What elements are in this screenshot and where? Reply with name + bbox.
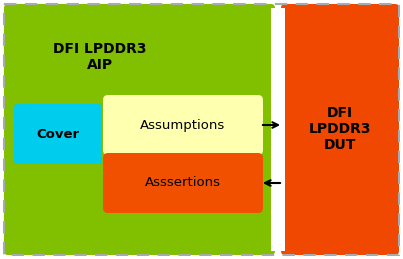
FancyBboxPatch shape: [103, 153, 263, 213]
Text: Assumptions: Assumptions: [140, 119, 226, 132]
FancyBboxPatch shape: [281, 4, 399, 255]
Text: Asssertions: Asssertions: [145, 176, 221, 190]
Bar: [271, 8, 285, 251]
FancyBboxPatch shape: [14, 104, 102, 164]
Text: DFI LPDDR3
AIP: DFI LPDDR3 AIP: [53, 42, 147, 72]
FancyBboxPatch shape: [4, 4, 275, 255]
FancyBboxPatch shape: [103, 95, 263, 155]
Text: DFI
LPDDR3
DUT: DFI LPDDR3 DUT: [309, 106, 371, 152]
Text: Cover: Cover: [36, 127, 79, 140]
